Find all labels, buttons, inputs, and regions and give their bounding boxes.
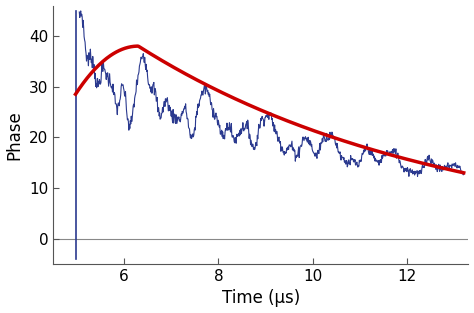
Y-axis label: Phase: Phase [6, 110, 24, 160]
X-axis label: Time (μs): Time (μs) [222, 290, 300, 307]
